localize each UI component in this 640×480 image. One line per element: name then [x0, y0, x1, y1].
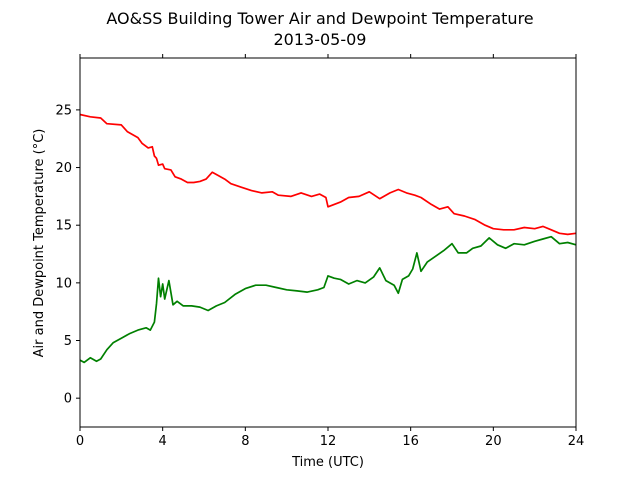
x-tick-label-24: 24 [568, 434, 585, 449]
tick-layer: 0 4 8 12 16 20 24 0 5 10 15 20 25 [55, 54, 584, 449]
chart-subtitle: 2013-05-09 [274, 30, 367, 49]
chart-title: AO&SS Building Tower Air and Dewpoint Te… [106, 9, 533, 28]
y-tick-label-5: 5 [64, 334, 72, 349]
x-tick-label-4: 4 [159, 434, 167, 449]
y-tick-label-25: 25 [55, 103, 72, 118]
series-line-1 [79, 113, 577, 236]
x-axis-label: Time (UTC) [291, 455, 364, 470]
y-tick-label-20: 20 [55, 161, 72, 176]
x-tick-label-0: 0 [76, 434, 84, 449]
y-tick-label-15: 15 [55, 219, 72, 234]
x-tick-label-12: 12 [320, 434, 337, 449]
x-tick-label-16: 16 [402, 434, 419, 449]
x-tick-label-20: 20 [485, 434, 502, 449]
y-axis-label: Air and Dewpoint Temperature (°C) [32, 129, 47, 358]
series-line-2 [79, 235, 577, 364]
y-tick-label-0: 0 [64, 392, 72, 407]
plot-frame [79, 57, 577, 428]
x-tick-label-8: 8 [241, 434, 249, 449]
series-layer [79, 113, 577, 364]
y-tick-label-10: 10 [55, 276, 72, 291]
